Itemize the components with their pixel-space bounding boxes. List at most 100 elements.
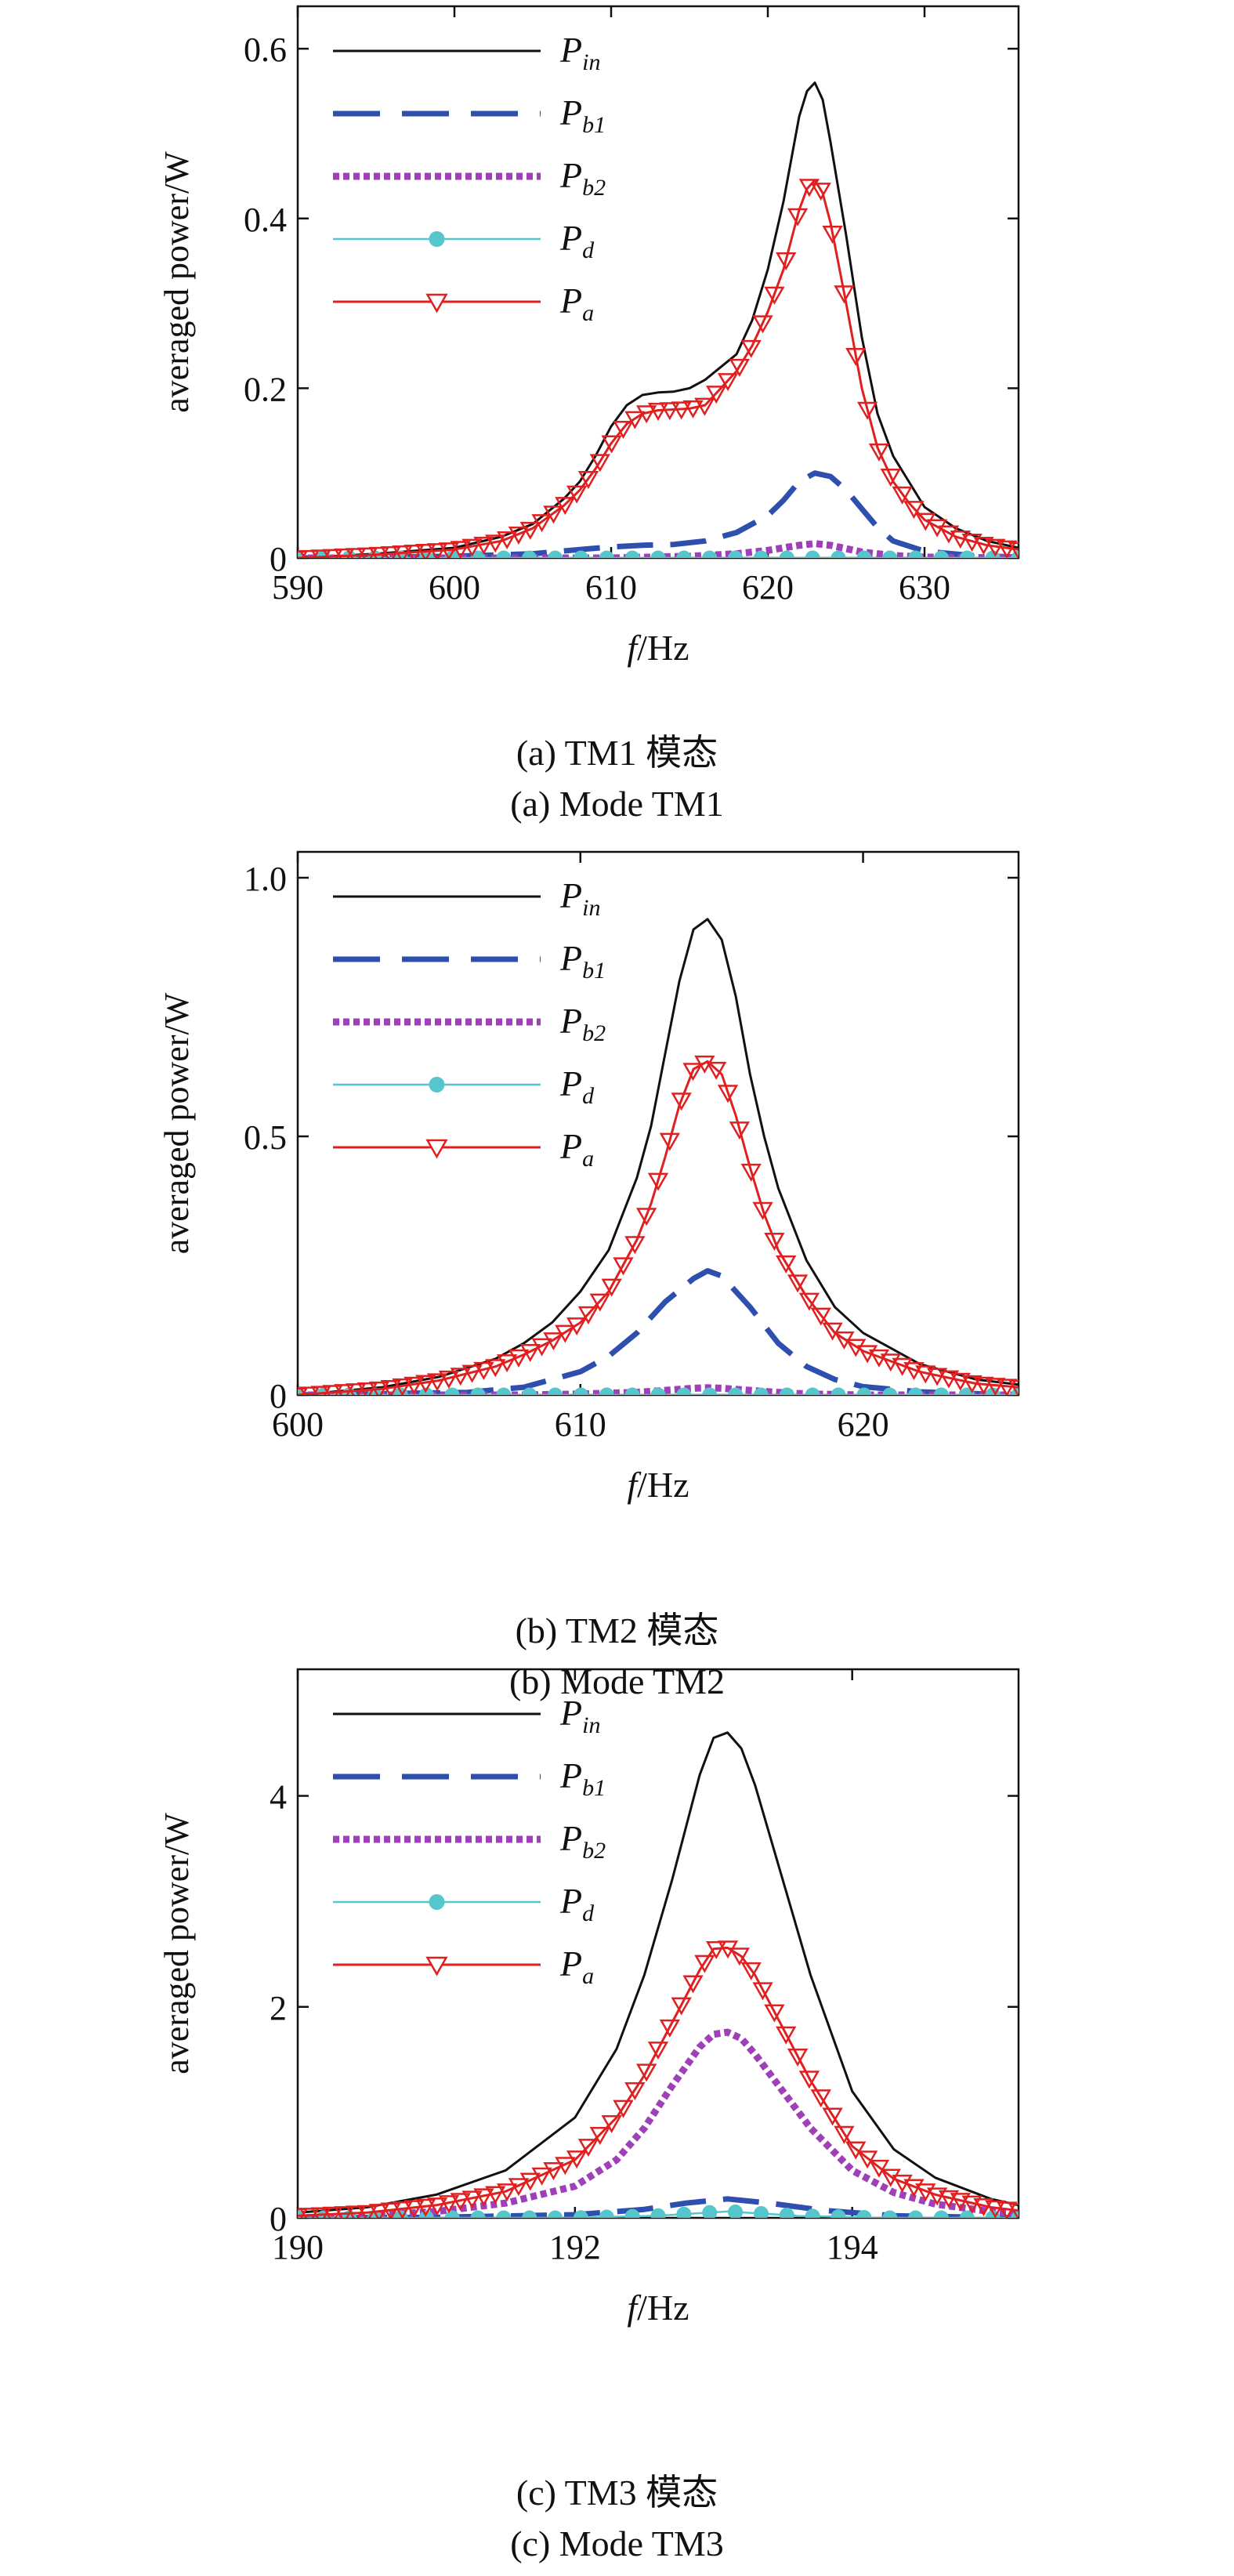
series-point-a <box>729 358 751 377</box>
series-point-d <box>882 550 898 558</box>
series-point-d <box>624 550 640 558</box>
series-point-a <box>368 1381 390 1395</box>
series-point-a <box>531 2167 552 2186</box>
series-point-a <box>950 2193 971 2212</box>
y-tick-label: 0.5 <box>244 1118 287 1157</box>
legend-label-symbol: P <box>559 155 582 195</box>
series-point-a <box>834 285 855 304</box>
series-point-a <box>555 2157 576 2176</box>
series-point-a <box>566 2150 588 2169</box>
series-point-d <box>728 2205 744 2218</box>
series-point-a <box>589 1293 610 1312</box>
series-point-a <box>426 1373 448 1392</box>
series-point-a <box>519 521 541 540</box>
y-axis-label: averaged power/W <box>157 1813 196 2074</box>
series-point-a <box>810 2089 831 2108</box>
series-point-a <box>485 2186 506 2205</box>
series-point-a <box>577 2139 599 2158</box>
series-point-a <box>636 1208 657 1226</box>
series-point-a <box>810 183 831 201</box>
series-point-a <box>776 2026 797 2045</box>
series-point-a <box>892 486 913 505</box>
series-point-d <box>908 1387 924 1395</box>
series-point-d <box>805 2208 820 2218</box>
series-point-d <box>650 2208 666 2218</box>
series-point-a <box>426 2197 448 2216</box>
series-point-a <box>647 403 669 422</box>
series-point-d <box>702 2205 718 2218</box>
series-point-a <box>787 1274 809 1293</box>
x-axis-label-unit: /Hz <box>637 1465 689 1505</box>
series-point-d <box>933 550 949 558</box>
x-tick-label: 610 <box>585 568 637 607</box>
series-point-a <box>938 2190 960 2208</box>
series-point-a <box>380 1380 401 1395</box>
series-point-a <box>973 537 994 556</box>
series-point-a <box>776 1255 797 1274</box>
series-point-d <box>676 2206 692 2218</box>
series-point-d <box>753 1387 769 1395</box>
series-point-d <box>985 550 1001 558</box>
series-line-in <box>298 82 1019 558</box>
series-point-a <box>938 1370 960 1389</box>
series-point-a <box>473 2188 494 2207</box>
series-point-a <box>473 536 494 555</box>
series-point-a <box>647 1172 669 1191</box>
y-tick-label: 2 <box>270 1989 287 2027</box>
legend-label-symbol: P <box>559 1881 582 1921</box>
series-point-a <box>577 471 599 490</box>
series-point-a <box>752 1201 773 1220</box>
series-point-a <box>1008 542 1019 558</box>
series-point-a <box>624 411 646 429</box>
series-point-a <box>787 208 809 226</box>
x-tick-label: 194 <box>827 2228 878 2266</box>
series-point-d <box>444 1387 460 1395</box>
panel-a: 590 600 610 620 630 0 0.2 0.4 0.6 averaged power/… <box>157 5 1020 668</box>
series-point-a <box>601 435 622 454</box>
y-axis-label: averaged power/W <box>157 992 196 1254</box>
series-point-a <box>997 1379 1018 1395</box>
series-point-d <box>753 2206 769 2218</box>
series-point-a <box>299 549 320 558</box>
series-point-a <box>368 546 390 558</box>
legend-marker-a <box>425 1956 448 1976</box>
series-point-a <box>717 1085 739 1103</box>
series-point-a <box>392 2201 413 2218</box>
series-point-a <box>531 1338 552 1357</box>
series-point-a <box>961 1375 982 1393</box>
series-point-a <box>671 401 692 420</box>
legend-label-b1: Pb1 <box>559 92 606 138</box>
x-axis-label: f/Hz <box>627 2288 689 2328</box>
legend-label-b2: Pb2 <box>559 1818 606 1864</box>
series-layer <box>298 1731 1019 2218</box>
series-point-d <box>831 2209 846 2218</box>
series-point-d <box>650 1387 666 1395</box>
series-point-a <box>450 541 471 558</box>
series-point-d <box>522 550 537 558</box>
series-point-a <box>613 2100 634 2118</box>
series-point-a <box>519 2172 541 2191</box>
series-point-a <box>973 2197 994 2216</box>
series-point-a <box>798 1292 820 1311</box>
series-point-a <box>659 2019 680 2038</box>
series-point-d <box>676 1387 692 1395</box>
series-point-a <box>776 252 797 271</box>
series-point-a <box>589 2127 610 2146</box>
series-point-a <box>671 1092 692 1111</box>
series-point-a <box>310 549 331 558</box>
series-layer <box>298 918 1019 1395</box>
legend-marker-d <box>429 1077 445 1092</box>
legend-label-subscript: b1 <box>582 112 606 138</box>
series-point-a <box>450 2193 471 2212</box>
series-point-d <box>496 550 512 558</box>
series-point-a <box>961 534 982 553</box>
series-point-a <box>356 2205 378 2218</box>
series-point-a <box>926 1368 948 1386</box>
x-tick-label: 610 <box>555 1405 606 1444</box>
legend-label-subscript: in <box>582 1712 600 1738</box>
series-point-d <box>444 2210 460 2218</box>
series-point-a <box>508 1349 530 1368</box>
series-point-a <box>740 1163 762 1182</box>
